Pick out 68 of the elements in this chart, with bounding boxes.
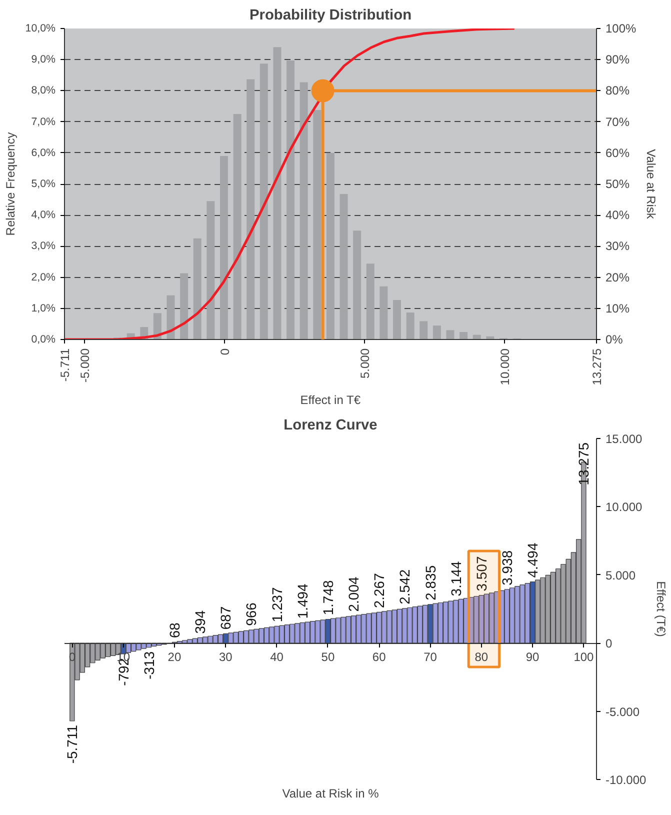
x-axis-title: Effect in T€ (300, 393, 361, 408)
data-label: 13.275 (576, 442, 592, 486)
data-label: 2.267 (371, 572, 388, 608)
data-label: 966 (243, 602, 260, 626)
data-label: 2.004 (346, 576, 362, 612)
y-tick-label: 5.000 (606, 568, 636, 582)
data-label: 1.237 (268, 586, 285, 622)
x-tick-label: 90 (526, 650, 540, 664)
y-tick-label: 4,0% (31, 209, 56, 222)
data-label: 2.542 (396, 569, 413, 604)
y2-tick-label: 0% (606, 332, 624, 346)
x-tick-label: 0 (218, 348, 232, 356)
y2-tick-label: 50% (606, 177, 630, 191)
data-label: 4.494 (524, 542, 541, 578)
x-tick-label: 5.000 (358, 348, 372, 379)
x-tick-label: 13.275 (590, 348, 604, 386)
y2-tick-label: 40% (606, 208, 630, 222)
y2-tick-label: 10% (606, 301, 630, 316)
y-tick-label: 10,0% (25, 22, 56, 34)
data-label: 394 (192, 610, 208, 634)
x-tick-label: 70 (424, 650, 438, 664)
data-label: 2.835 (422, 565, 438, 600)
data-label: 1.748 (320, 580, 336, 616)
data-label: -313 (140, 651, 157, 680)
y2-tick-label: 30% (606, 239, 630, 254)
x-tick-label: 30 (218, 650, 233, 664)
y2-tick-label: 80% (606, 84, 630, 98)
data-label: 3.144 (448, 560, 464, 596)
x-tick-label: 80 (474, 650, 488, 664)
chart-title: Probability Distribution (249, 8, 412, 24)
y-tick-label: 5,0% (31, 178, 56, 190)
y-tick-label: -5.000 (606, 704, 640, 719)
y-tick-label: 0 (606, 636, 612, 651)
y-tick-label: 15.000 (606, 432, 643, 446)
x-tick-label: -5.711 (58, 348, 72, 382)
data-label: 3.938 (498, 550, 515, 586)
y2-axis-title: Value at Risk (644, 149, 658, 220)
data-label: 687 (218, 606, 234, 630)
y2-tick-label: 20% (606, 270, 630, 284)
y-tick-label: 0,0% (31, 334, 56, 346)
y-tick-label: 7,0% (31, 116, 56, 128)
x-tick-label: 10.000 (498, 348, 512, 386)
y-axis-title: Effect (T€) (654, 581, 668, 637)
y-tick-label: -10.000 (606, 773, 647, 787)
y-tick-label: 9,0% (31, 54, 56, 66)
x-tick-label: 60 (372, 650, 386, 664)
data-label: 1.494 (294, 583, 310, 619)
data-label: 68 (166, 622, 182, 638)
data-label: 3.507 (473, 556, 490, 592)
y2-tick-label: 60% (606, 146, 630, 160)
y-axis-title: Relative Frequency (3, 132, 18, 236)
x-tick-label: -5.000 (78, 348, 92, 383)
x-tick-label: 100 (574, 650, 594, 664)
y-tick-label: 1,0% (31, 302, 56, 314)
chart-title: Lorenz Curve (284, 418, 378, 434)
y-tick-label: 2,0% (31, 271, 56, 284)
y-tick-label: 6,0% (31, 146, 56, 159)
y-tick-label: 8,0% (31, 84, 56, 97)
x-tick-label: 50 (321, 650, 335, 664)
y-tick-label: 10.000 (606, 500, 643, 514)
x-axis-title: Value at Risk in % (282, 786, 380, 800)
y2-tick-label: 100% (606, 22, 637, 36)
y2-tick-label: 90% (606, 52, 630, 67)
x-tick-label: 40 (270, 650, 284, 664)
x-tick-label: 20 (168, 650, 182, 664)
data-label: -5.711 (64, 724, 80, 764)
y-tick-label: 3,0% (31, 240, 56, 252)
y2-tick-label: 70% (606, 114, 630, 129)
